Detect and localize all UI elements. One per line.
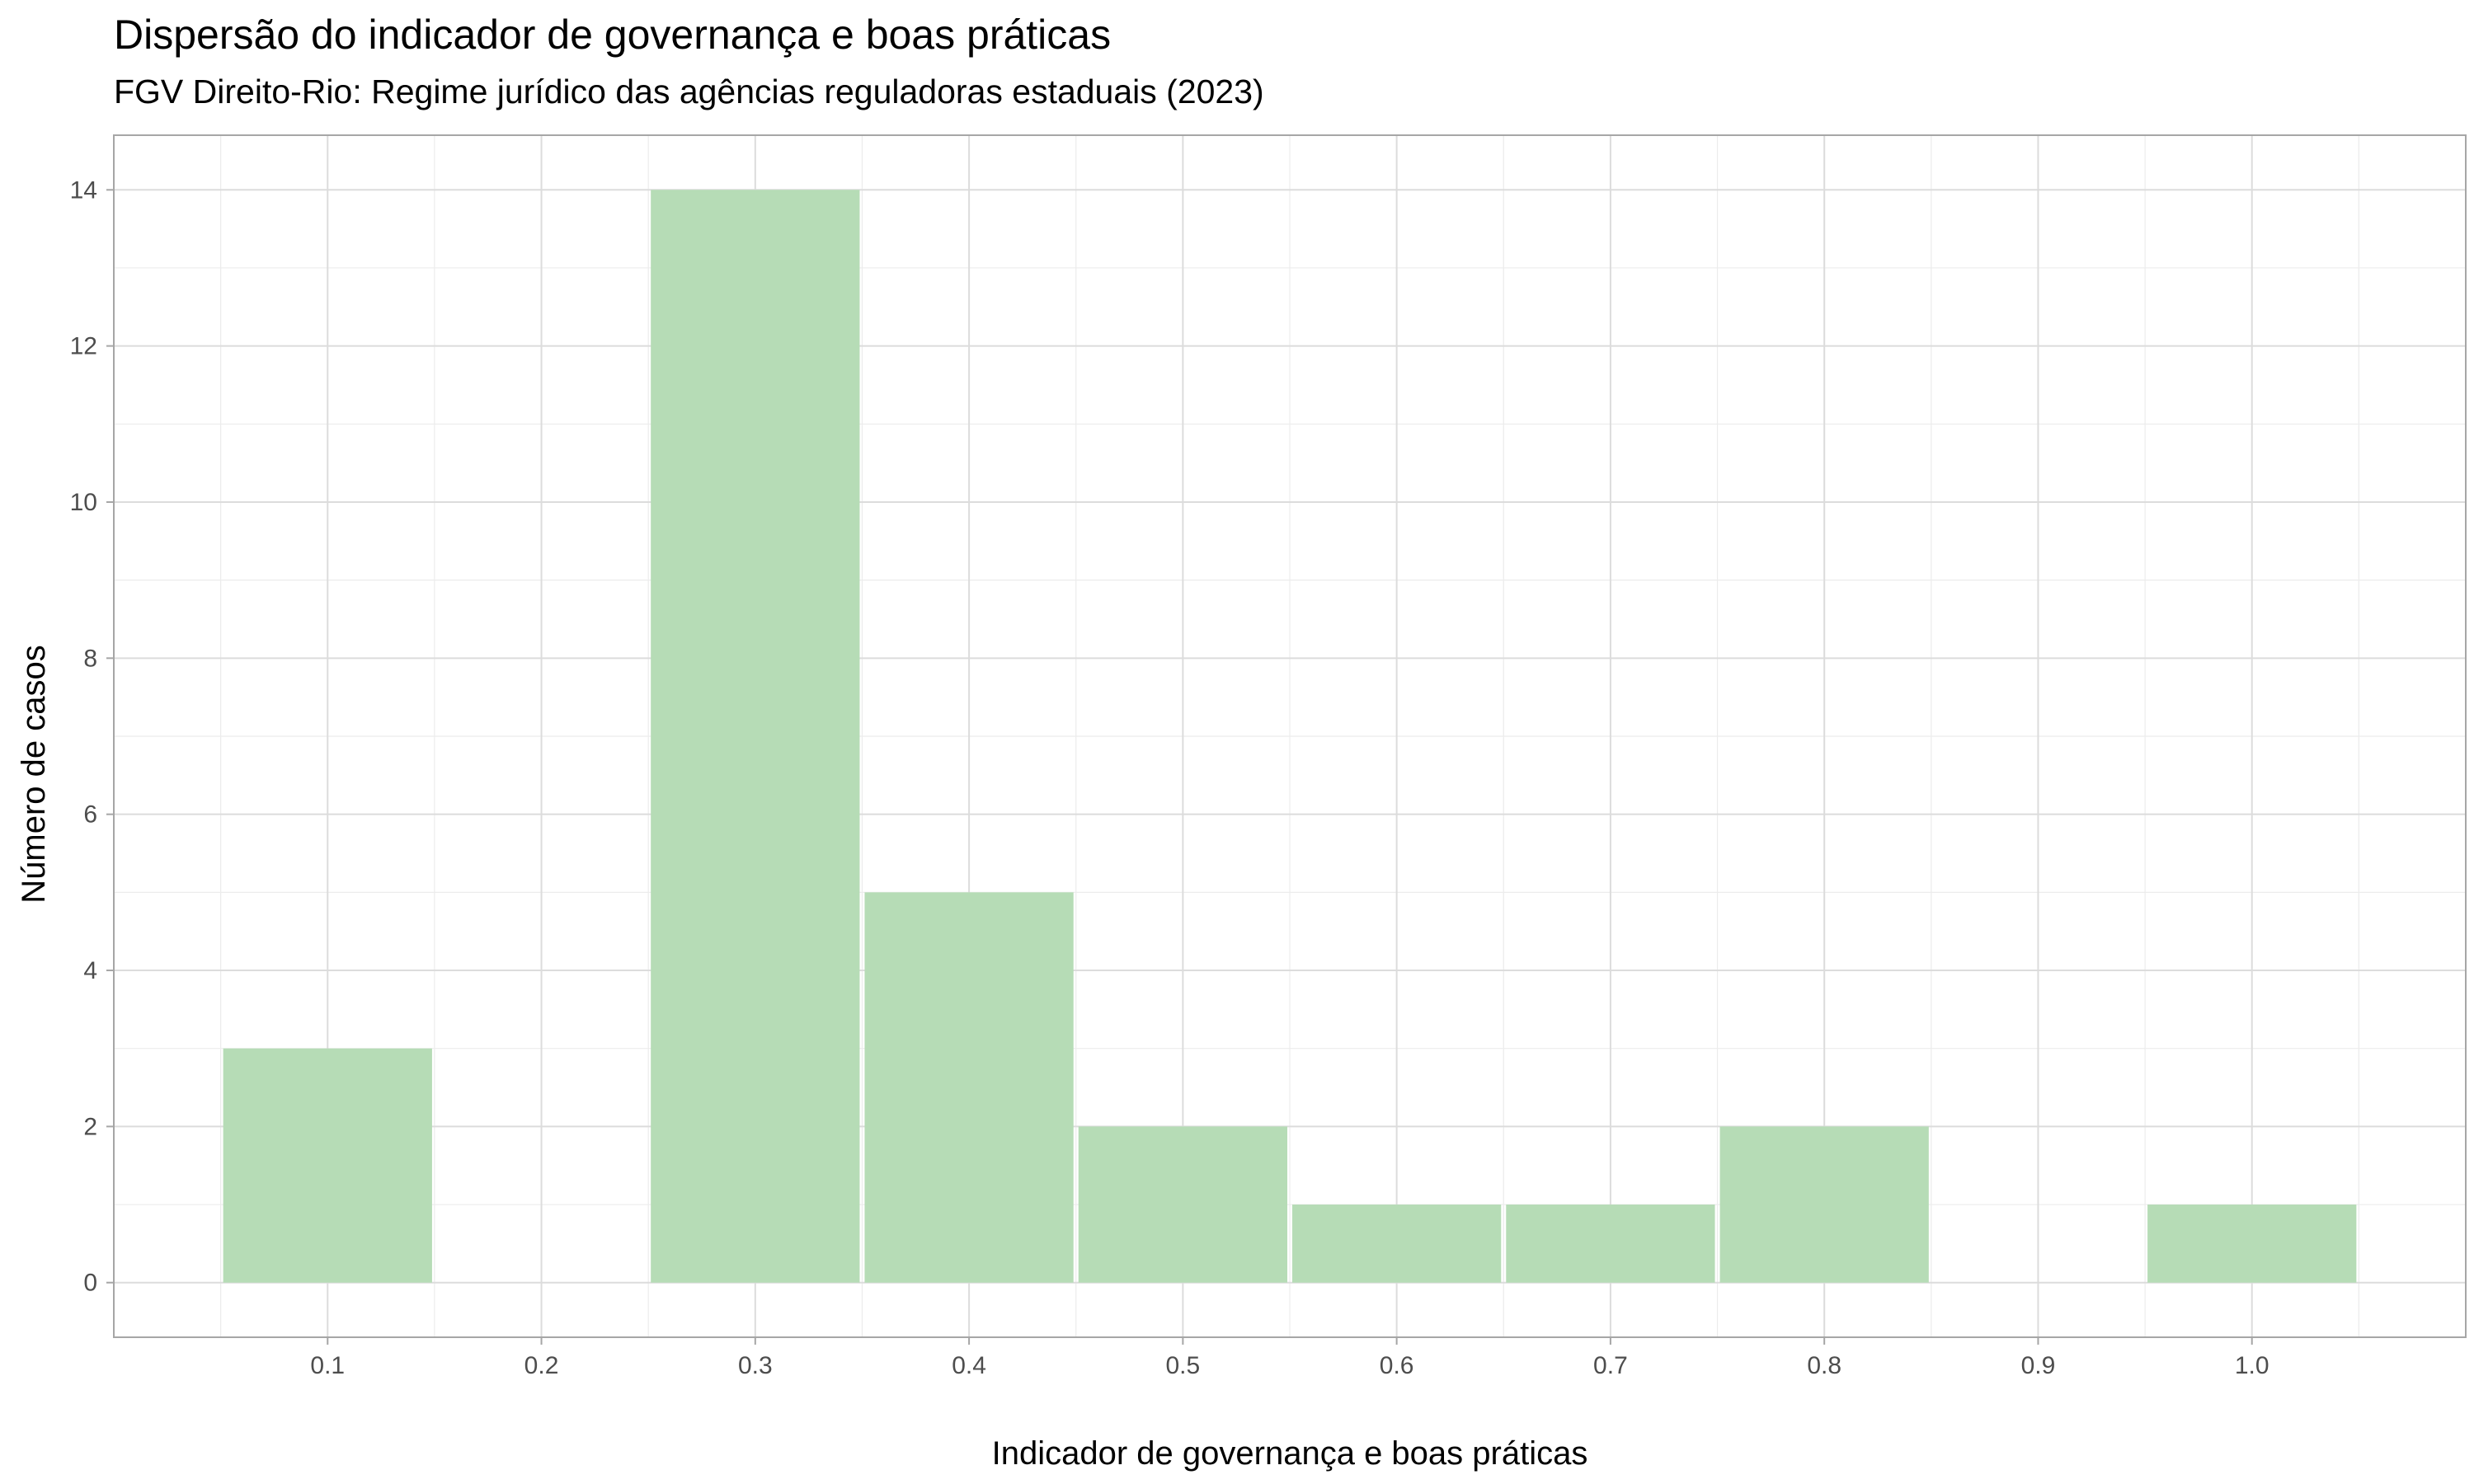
histogram-bar	[1719, 1126, 1929, 1283]
x-tick-label: 0.9	[2021, 1352, 2056, 1379]
x-tick-label: 0.8	[1807, 1352, 1841, 1379]
histogram-bar	[223, 1048, 432, 1283]
x-tick-label: 0.7	[1593, 1352, 1628, 1379]
y-tick-label: 12	[70, 333, 97, 360]
x-tick-label: 0.3	[738, 1352, 773, 1379]
y-axis-title: Número de casos	[16, 645, 52, 903]
grid-layer	[114, 135, 2466, 1337]
y-tick-label: 0	[83, 1270, 97, 1297]
x-tick-label: 1.0	[2235, 1352, 2269, 1379]
histogram-bar	[2147, 1205, 2357, 1283]
histogram-bar	[651, 190, 860, 1283]
x-tick-label: 0.5	[1166, 1352, 1201, 1379]
x-tick-label: 0.4	[952, 1352, 986, 1379]
panel-border	[113, 134, 2467, 1338]
y-tick-label: 8	[83, 645, 97, 672]
y-tick-label: 10	[70, 489, 97, 516]
x-tick-label: 0.6	[1380, 1352, 1414, 1379]
axis-layer: 0.1 0.2 0.3 0.4 0.5 0.6 0.7 0.8 0.9 1.0 0 2 4 6 8 10 12 1…	[70, 176, 2269, 1379]
chart-subtitle: FGV Direito-Rio: Regime jurídico das agê…	[114, 73, 1264, 110]
histogram-bar	[1078, 1126, 1287, 1283]
y-tick-label: 14	[70, 176, 97, 204]
x-axis-title: Indicador de governança e boas práticas	[992, 1435, 1588, 1472]
chart-title: Dispersão do indicador de governança e b…	[114, 12, 1112, 58]
x-tick-label: 0.1	[310, 1352, 345, 1379]
y-tick-label: 2	[83, 1113, 97, 1140]
histogram-bar	[1506, 1205, 1715, 1283]
x-tick-label: 0.2	[524, 1352, 559, 1379]
y-tick-label: 6	[83, 801, 97, 829]
y-tick-label: 4	[83, 957, 97, 984]
histogram-bar	[864, 892, 1074, 1283]
histogram-bar	[1292, 1205, 1502, 1283]
bar-layer	[223, 190, 2357, 1283]
